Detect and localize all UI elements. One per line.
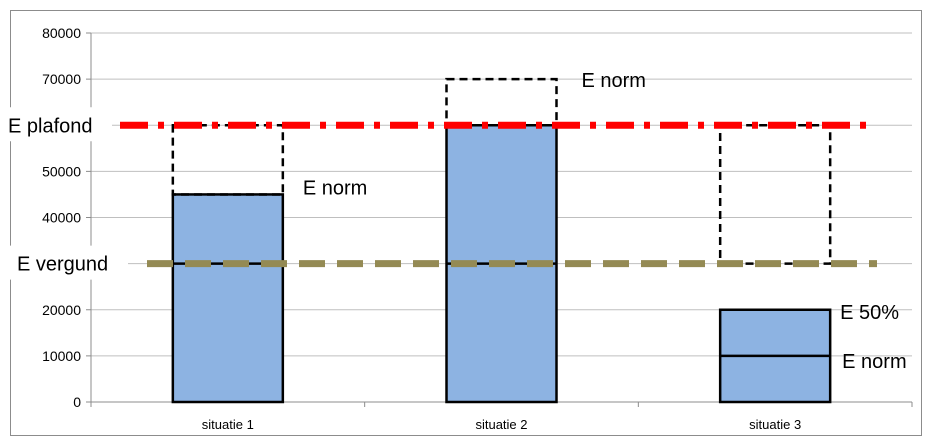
x-tick-label: situatie 1 xyxy=(202,417,254,432)
reference-line-label: E vergund xyxy=(17,254,108,276)
reference-label-background xyxy=(0,245,128,280)
x-tick-label: situatie 3 xyxy=(749,417,801,432)
axes: 0 10000 20000 40000 50000 70000 80000 situatie … xyxy=(42,25,913,432)
annotation-label: E 50% xyxy=(840,302,899,324)
dashed-box xyxy=(445,77,558,127)
y-tick-label: 40000 xyxy=(42,210,81,226)
y-tick-label: 0 xyxy=(73,394,81,410)
reference-lines xyxy=(120,121,877,268)
y-tick-label: 70000 xyxy=(42,71,81,87)
annotation-label: E norm xyxy=(582,70,646,92)
y-tick-label: 20000 xyxy=(42,302,81,318)
x-tick-label: situatie 2 xyxy=(475,417,527,432)
reference-line-label: E plafond xyxy=(8,115,93,137)
annotation-label: E norm xyxy=(842,351,906,373)
dashed-box xyxy=(718,124,832,265)
annotation-label: E norm xyxy=(303,177,367,199)
dashed-box xyxy=(171,124,285,196)
chart-frame xyxy=(10,10,922,436)
y-tick-label: 10000 xyxy=(42,348,81,364)
reference-label-background xyxy=(0,107,112,142)
y-tick-label: 50000 xyxy=(42,163,81,179)
labels: E plafond E vergund E norm E norm E 50% E nor… xyxy=(0,70,907,373)
y-tick-label: 80000 xyxy=(42,25,81,41)
bar xyxy=(171,193,285,404)
